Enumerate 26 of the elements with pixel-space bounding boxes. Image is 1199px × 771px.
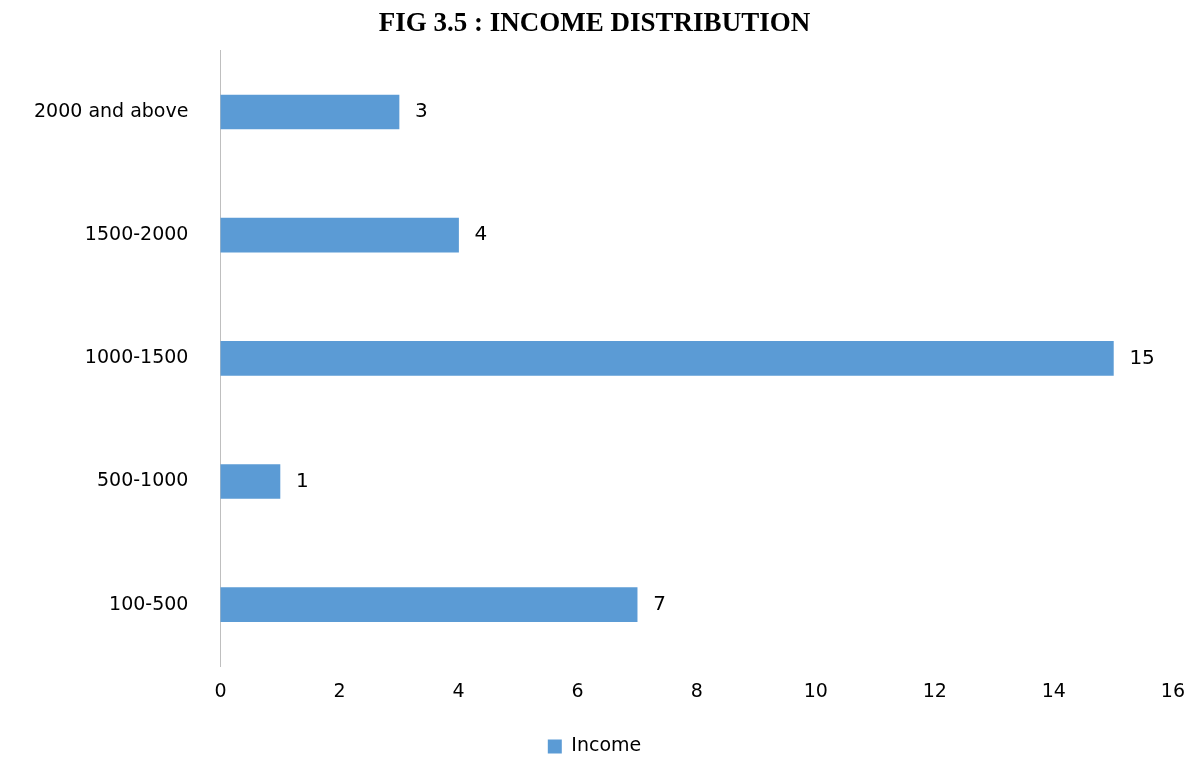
x-tick-label: 14 [1041, 678, 1066, 701]
x-tick-label: 6 [571, 678, 584, 701]
x-tick-label: 16 [1160, 678, 1186, 701]
x-tick-label: 12 [922, 678, 947, 701]
data-label: 15 [1129, 344, 1155, 369]
x-tick-label: 10 [803, 678, 828, 701]
legend-label: Income [571, 733, 642, 756]
x-tick-label: 4 [452, 678, 465, 701]
y-tick-label: 100-500 [109, 591, 189, 614]
y-tick-label: 500-1000 [96, 468, 189, 491]
data-label: 1 [295, 467, 309, 492]
bar [220, 587, 638, 622]
y-tick-label: 2000 and above [33, 98, 189, 121]
bar [220, 217, 459, 253]
x-tick-label: 8 [690, 678, 703, 701]
x-tick-label: 0 [214, 678, 227, 701]
bar [220, 464, 281, 499]
bar [220, 340, 1114, 376]
data-label: 7 [653, 590, 666, 615]
x-tick-label: 2 [333, 678, 346, 701]
y-tick-label: 1000-1500 [84, 345, 189, 368]
chart-title: FIG 3.5 : INCOME DISTRIBUTION [378, 7, 811, 38]
data-label: 3 [415, 98, 428, 123]
data-label: 4 [474, 221, 488, 246]
bar [220, 94, 400, 130]
y-tick-label: 1500-2000 [84, 222, 189, 245]
